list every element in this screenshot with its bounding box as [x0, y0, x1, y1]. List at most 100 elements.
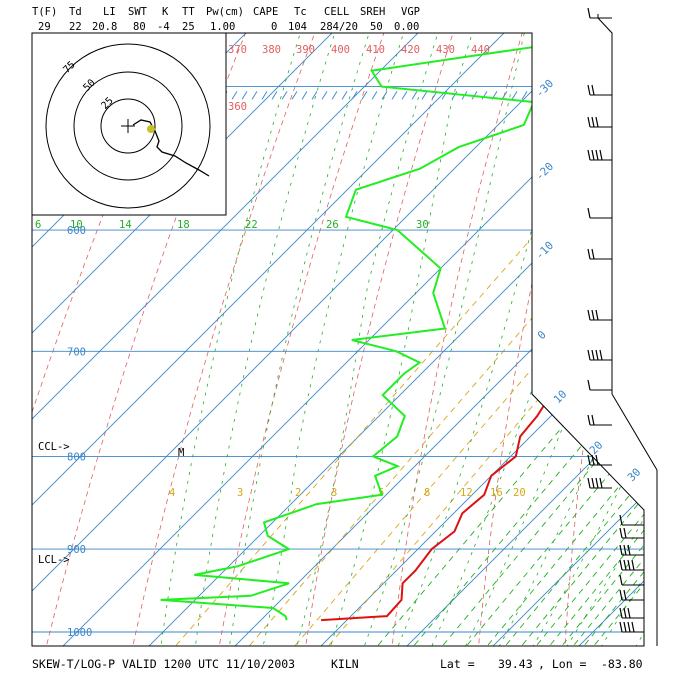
isotherm-label-10: 10	[551, 388, 570, 407]
isotherm-40	[603, 33, 644, 646]
ccl-tick	[341, 91, 348, 100]
ccl-tick	[381, 91, 388, 100]
lcl-label: LCL->	[38, 554, 70, 566]
isotherm-10	[345, 33, 644, 646]
ccl-tick	[481, 91, 488, 100]
mixing-label-lower-6: 12	[460, 487, 473, 499]
wind-barb-feather	[595, 477, 599, 489]
header-value-swt: 80	[133, 21, 146, 33]
ccl-tick	[231, 91, 238, 100]
isotherm-label-30: 30	[625, 466, 644, 485]
theta-label-side: 360	[228, 101, 247, 113]
wind-barb-feather	[627, 544, 631, 556]
wind-barb-feather	[599, 477, 603, 489]
wind-barb-feather	[587, 477, 591, 489]
header-value-td: 22	[69, 21, 82, 33]
footer-lon: -83.80	[601, 657, 643, 671]
pressure-tick-800: 800	[67, 451, 86, 463]
dry-adiabat-270	[301, 33, 644, 646]
header-value-cell: 284/20	[320, 21, 358, 33]
isotherm-label--10: -10	[533, 239, 556, 262]
moist-adiabat--8	[257, 33, 599, 646]
header-label-k: K	[162, 6, 169, 18]
mixing-label-upper-6: 30	[416, 219, 429, 231]
moist-adiabat--12	[224, 33, 565, 646]
header-value-k: -4	[157, 21, 170, 33]
mixing-ratio-24	[541, 33, 644, 646]
wind-barb-feather	[623, 589, 627, 601]
header-value-tt: 25	[182, 21, 195, 33]
header-value-cape: 0	[271, 21, 277, 33]
ccl-tick	[251, 91, 258, 100]
isotherm-20	[431, 33, 644, 646]
m-label: M	[178, 447, 184, 459]
wind-barb-feather	[587, 309, 591, 321]
mixing-label-lower-2: 2	[295, 487, 301, 499]
wind-barb-feather	[631, 621, 635, 633]
header-label-li: LI	[103, 6, 116, 18]
mixing-label-upper-3: 18	[177, 219, 190, 231]
ccl-tick	[241, 91, 248, 100]
isotherm-label--20: -20	[533, 160, 556, 183]
footer-title: SKEW-T/LOG-P VALID 1200 UTC 11/10/2003	[32, 657, 295, 671]
header-label-cape: CAPE	[253, 6, 278, 18]
moist-adiabat--20	[157, 33, 496, 646]
mixing-ratio-4	[307, 33, 644, 646]
wind-barb-feather	[591, 477, 595, 489]
moist-adiabat--16	[191, 33, 530, 646]
header-value-pw: 1.00	[210, 21, 235, 33]
ccl-tick	[321, 91, 328, 100]
wind-barb-feather	[587, 7, 591, 19]
pressure-tick-600: 600	[67, 225, 86, 237]
header-value-li: 20.8	[92, 21, 117, 33]
wind-barb-feather	[591, 149, 595, 161]
wind-profile-frame	[597, 14, 658, 646]
wind-barb-feather	[591, 84, 595, 96]
dry-adiabat-230	[32, 33, 524, 646]
hodograph-box	[31, 32, 227, 216]
mixing-ratio-1	[153, 33, 644, 646]
header-values: 29 22 20.8 80 -4 25 1.00 0 104 284/20 50…	[38, 21, 419, 33]
ccl-label: CCL->	[38, 441, 70, 453]
mixing-ratio-26	[553, 33, 644, 646]
isotherm--20	[87, 33, 644, 646]
mixing-label-upper-5: 26	[326, 219, 339, 231]
mixing-label-lower-1: 3	[237, 487, 243, 499]
pressure-tick-1000: 1000	[67, 627, 92, 639]
theta-label-400: 400	[331, 44, 350, 56]
mixing-ratio-12	[445, 33, 644, 646]
mixing-label-lower-3: 3	[331, 487, 337, 499]
wind-barb-feather	[619, 559, 623, 571]
footer-lon-label: , Lon =	[538, 657, 587, 671]
isotherm--10	[173, 33, 644, 646]
header-label-cell: CELL	[324, 6, 349, 18]
temperature-trace	[321, 33, 644, 622]
header-value-tf: 29	[38, 21, 51, 33]
header-label-swt: SWT	[128, 6, 148, 18]
mixing-label-upper-0: 6	[35, 219, 41, 231]
header-label-vgp: VGP	[401, 6, 420, 18]
moist-adiabat-28	[551, 33, 644, 646]
wind-barb-feather	[623, 559, 627, 571]
ccl-tick	[371, 91, 378, 100]
mixing-ratio-14	[466, 33, 644, 646]
mixing-ratio-6	[356, 33, 644, 646]
wind-barb-feather	[587, 349, 591, 361]
theta-label-380: 380	[262, 44, 281, 56]
header-label-tt: TT	[182, 6, 195, 18]
header-value-tc: 104	[288, 21, 307, 33]
wind-barb-feather	[591, 349, 595, 361]
ccl-tick	[331, 91, 338, 100]
wind-barb-feather	[595, 454, 599, 466]
mixing-ratio-20	[515, 33, 644, 646]
mixing-label-upper-4: 22	[245, 219, 258, 231]
wind-barb-feather	[623, 607, 627, 619]
dry-adiabat-310	[651, 0, 680, 670]
wind-barb-feather	[591, 414, 595, 426]
isotherm-label--30: -30	[533, 77, 556, 100]
dry-adiabat-260	[214, 33, 644, 646]
ccl-tick	[351, 91, 358, 100]
wind-barb-feather	[591, 248, 595, 260]
